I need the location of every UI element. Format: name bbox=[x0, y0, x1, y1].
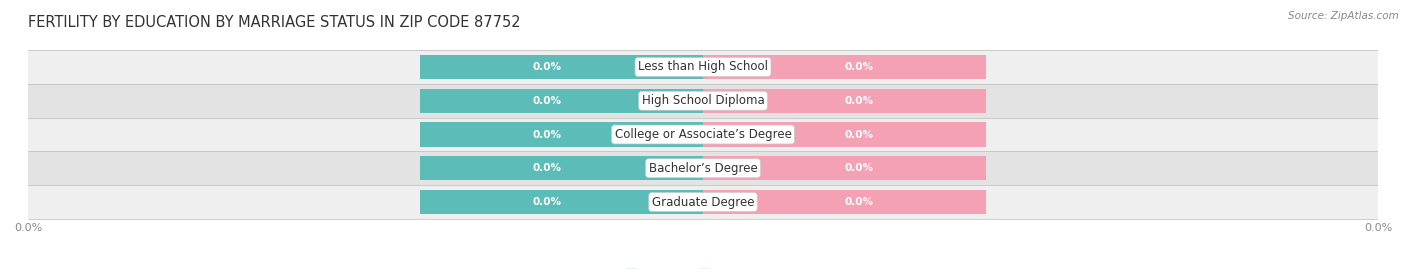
Text: Source: ZipAtlas.com: Source: ZipAtlas.com bbox=[1288, 11, 1399, 21]
Bar bbox=[703, 156, 987, 180]
Text: 0.0%: 0.0% bbox=[533, 96, 561, 106]
Text: 0.0%: 0.0% bbox=[845, 197, 873, 207]
Bar bbox=[703, 122, 987, 147]
Bar bbox=[419, 55, 703, 79]
Text: Graduate Degree: Graduate Degree bbox=[652, 196, 754, 208]
Text: 0.0%: 0.0% bbox=[845, 96, 873, 106]
Text: High School Diploma: High School Diploma bbox=[641, 94, 765, 107]
Text: Less than High School: Less than High School bbox=[638, 61, 768, 73]
Text: 0.0%: 0.0% bbox=[533, 129, 561, 140]
Bar bbox=[28, 118, 1378, 151]
Bar bbox=[419, 89, 703, 113]
Text: Bachelor’s Degree: Bachelor’s Degree bbox=[648, 162, 758, 175]
Text: 0.0%: 0.0% bbox=[533, 62, 561, 72]
Text: 0.0%: 0.0% bbox=[533, 197, 561, 207]
Text: 0.0%: 0.0% bbox=[845, 129, 873, 140]
Bar bbox=[28, 50, 1378, 84]
Bar bbox=[703, 89, 987, 113]
Text: 0.0%: 0.0% bbox=[845, 62, 873, 72]
Text: College or Associate’s Degree: College or Associate’s Degree bbox=[614, 128, 792, 141]
Bar bbox=[419, 156, 703, 180]
Bar bbox=[28, 84, 1378, 118]
Bar bbox=[703, 190, 987, 214]
Bar bbox=[419, 190, 703, 214]
Text: 0.0%: 0.0% bbox=[533, 163, 561, 173]
Bar bbox=[419, 122, 703, 147]
Legend: Married, Unmarried: Married, Unmarried bbox=[621, 264, 785, 269]
Text: 0.0%: 0.0% bbox=[845, 163, 873, 173]
Bar bbox=[703, 55, 987, 79]
Bar bbox=[28, 151, 1378, 185]
Text: FERTILITY BY EDUCATION BY MARRIAGE STATUS IN ZIP CODE 87752: FERTILITY BY EDUCATION BY MARRIAGE STATU… bbox=[28, 15, 520, 30]
Bar bbox=[28, 185, 1378, 219]
